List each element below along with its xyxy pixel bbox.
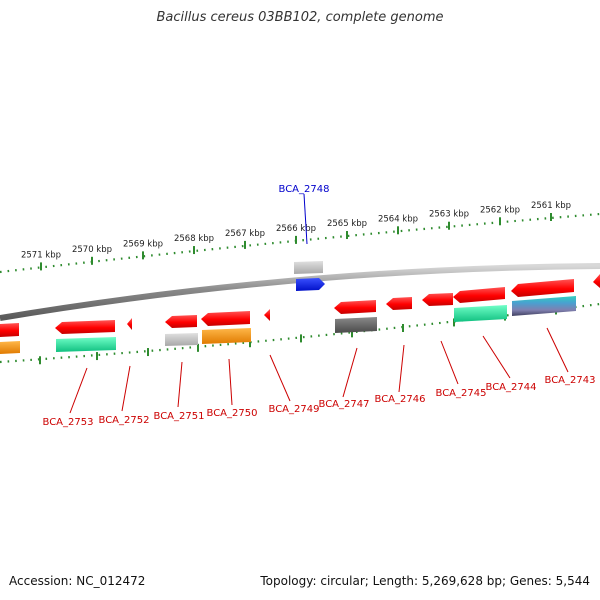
inner-scale-track bbox=[0, 302, 600, 364]
gene-label[interactable]: BCA_2743 bbox=[545, 375, 596, 386]
gene-label[interactable]: BCA_2747 bbox=[319, 399, 370, 410]
accession-text: Accession: NC_012472 bbox=[9, 574, 146, 588]
genome-summary-text: Topology: circular; Length: 5,269,628 bp… bbox=[260, 574, 590, 588]
gene-feature-multi-2743[interactable] bbox=[512, 296, 576, 316]
scale-label: 2567 kbp bbox=[225, 229, 265, 239]
gene-feature-dark-2747[interactable] bbox=[335, 317, 377, 333]
scale-label: 2565 kbp bbox=[327, 219, 367, 229]
scale-label: 2571 kbp bbox=[21, 250, 61, 260]
gene-feature-bca-2753[interactable] bbox=[55, 320, 115, 334]
scale-label: 2566 kbp bbox=[276, 224, 316, 234]
gene-feature-bca-2747[interactable] bbox=[334, 300, 376, 314]
label-leader-lines bbox=[69, 327, 569, 414]
gene-feature-orange-2750[interactable] bbox=[202, 328, 251, 344]
scale-labels: 2571 kbp 2570 kbp 2569 kbp 2568 kbp 2567 kbp… bbox=[21, 201, 571, 260]
gene-feature-bca-2745[interactable] bbox=[422, 293, 453, 306]
scale-label: 2568 kbp bbox=[174, 234, 214, 244]
gene-label[interactable]: BCA_2752 bbox=[99, 415, 150, 426]
gene-feature-bca-2744[interactable] bbox=[453, 287, 505, 303]
gene-label[interactable]: BCA_2751 bbox=[154, 411, 205, 422]
gene-label[interactable]: BCA_2750 bbox=[207, 408, 258, 419]
highlight-leader-line bbox=[303, 193, 308, 245]
gene-feature-bca-2748[interactable] bbox=[296, 278, 325, 291]
gene-feature-bca-2750[interactable] bbox=[201, 311, 250, 326]
gene-feature-bca-2749[interactable] bbox=[264, 309, 270, 321]
gene-label[interactable]: BCA_2746 bbox=[375, 394, 426, 405]
map-title: Bacillus cereus 03BB102, complete genome bbox=[156, 10, 444, 25]
gene-feature-gray-2748[interactable] bbox=[294, 261, 323, 274]
outer-major-ticks bbox=[40, 212, 552, 271]
gene-label[interactable]: BCA_2744 bbox=[486, 382, 537, 393]
gene-labels: BCA_2753 BCA_2752 BCA_2751 BCA_2750 BCA_2749… bbox=[43, 375, 596, 428]
gene-feature-gray-2751[interactable] bbox=[165, 333, 198, 346]
scale-label: 2562 kbp bbox=[480, 205, 520, 215]
gene-feature-green-2744[interactable] bbox=[454, 305, 507, 322]
gene-feature-bca-2743[interactable] bbox=[511, 279, 574, 297]
scale-label: 2570 kbp bbox=[72, 245, 112, 255]
gene-feature-red-left-edge[interactable] bbox=[0, 323, 19, 337]
scale-label: 2561 kbp bbox=[531, 201, 571, 211]
gene-feature-bca-2746[interactable] bbox=[386, 297, 412, 310]
gene-label[interactable]: BCA_2749 bbox=[269, 404, 320, 415]
gene-features bbox=[0, 261, 600, 354]
gene-feature-bca-2751[interactable] bbox=[165, 315, 197, 328]
gene-feature-green-2753[interactable] bbox=[56, 337, 116, 352]
gene-label[interactable]: BCA_2745 bbox=[436, 388, 487, 399]
outer-scale-track bbox=[0, 212, 600, 274]
scale-label: 2569 kbp bbox=[123, 239, 163, 249]
gene-feature-bca-2752[interactable] bbox=[127, 318, 132, 330]
scale-label: 2564 kbp bbox=[378, 214, 418, 224]
scale-label: 2563 kbp bbox=[429, 210, 469, 220]
highlight-gene-label[interactable]: BCA_2748 bbox=[279, 184, 330, 195]
genome-backbone bbox=[0, 263, 600, 321]
gene-feature-orange-left-edge[interactable] bbox=[0, 341, 20, 354]
gene-label[interactable]: BCA_2753 bbox=[43, 417, 94, 428]
gene-feature-red-right-edge[interactable] bbox=[593, 274, 600, 288]
